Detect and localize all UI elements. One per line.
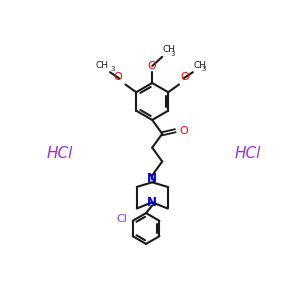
Text: O: O [148, 61, 157, 70]
Text: O: O [114, 72, 122, 82]
Text: 3: 3 [171, 51, 175, 57]
Text: O: O [181, 72, 189, 82]
Text: Cl: Cl [116, 214, 127, 224]
Text: CH: CH [163, 46, 176, 55]
Text: HCl: HCl [46, 146, 73, 160]
Text: O: O [179, 126, 188, 136]
Text: HCl: HCl [235, 146, 261, 160]
Text: 3: 3 [201, 66, 206, 72]
Text: CH: CH [95, 61, 109, 70]
Text: 3: 3 [111, 66, 116, 72]
Text: N: N [147, 172, 157, 185]
Text: N: N [147, 196, 157, 209]
Text: CH: CH [194, 61, 207, 70]
